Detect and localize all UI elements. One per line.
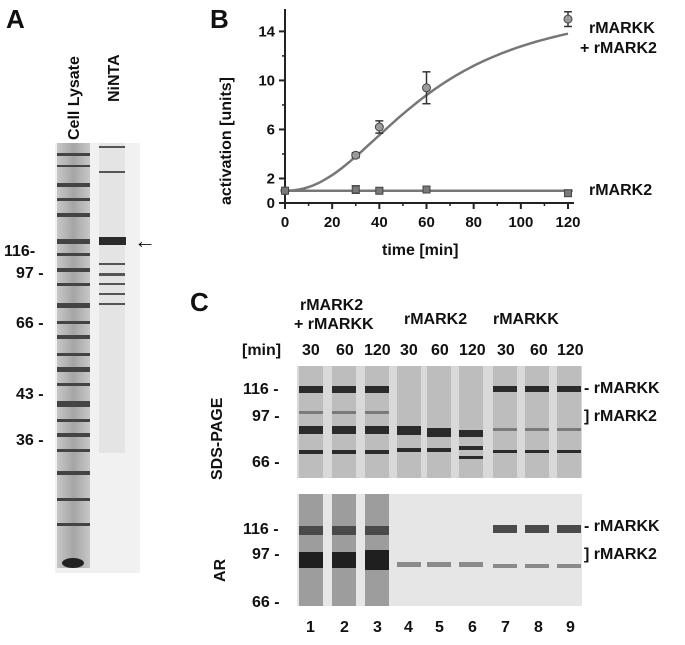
series-label-rmarkk-line2: + rMARK2	[580, 40, 657, 57]
series-label-rmarkk-line1: rMARKK	[589, 20, 655, 37]
y-tick-label: 10	[258, 72, 275, 89]
group-label-3: rMARKK	[493, 311, 559, 328]
band-label-top-rmark2: ] rMARK2	[584, 408, 657, 425]
y-tick-label: 14	[258, 23, 275, 40]
group-label-2: rMARK2	[404, 311, 468, 328]
data-point-rmark2	[281, 186, 289, 195]
chart-ticks: 0 20 40 60 80 100 120 0 2 6 10 14	[258, 23, 580, 231]
series-label-rmark2: rMARK2	[589, 182, 653, 199]
time-label: 120	[557, 342, 584, 359]
data-point-rmarkk-rmark2	[563, 14, 573, 24]
gel-panel-a	[55, 143, 140, 573]
y-tick-label: 0	[267, 195, 275, 212]
lane-label-cell-lysate: Cell Lysate	[66, 56, 83, 140]
activation-chart: 0 20 40 60 80 100 120 0 2 6 10 14	[258, 9, 581, 231]
marker-116: 116-	[4, 243, 36, 260]
min-label: [min]	[242, 342, 282, 359]
time-label: 120	[364, 342, 391, 359]
time-label: 30	[400, 342, 418, 359]
marker-top-97: 97 -	[252, 408, 280, 425]
marker-66: 66 -	[16, 315, 44, 332]
arrow-icon: ←	[134, 228, 156, 253]
chart-axes	[284, 9, 574, 204]
lane-number: 3	[373, 619, 382, 636]
y-axis-label: activation [units]	[218, 76, 235, 205]
band-label-top-rmarkk: - rMARKK	[584, 380, 660, 397]
x-tick-label: 100	[508, 214, 533, 231]
data-point-rmark2	[564, 189, 572, 198]
x-tick-label: 20	[324, 214, 341, 231]
panel-c-letter: C	[190, 287, 209, 317]
marker-top-116: 116 -	[243, 381, 279, 398]
time-label: 30	[497, 342, 515, 359]
sds-page-gel	[297, 366, 582, 478]
time-label: 30	[302, 342, 320, 359]
time-label: 120	[459, 342, 486, 359]
lane-number: 5	[435, 619, 444, 636]
time-label: 60	[336, 342, 354, 359]
chart-series	[280, 11, 573, 198]
lane-label-ninta: NiNTA	[106, 54, 123, 102]
data-point-rmarkk-rmark2	[374, 122, 384, 132]
marker-bottom-66: 66 -	[252, 594, 280, 611]
lane-number: 7	[501, 619, 510, 636]
lane-number: 9	[566, 619, 575, 636]
series-rmarkk-rmark2-line	[284, 32, 569, 192]
marker-36: 36 -	[16, 432, 44, 449]
x-tick-label: 80	[465, 214, 482, 231]
lane-number: 1	[306, 619, 315, 636]
lane-number: 6	[468, 619, 477, 636]
group-label-1-line1: rMARK2	[300, 297, 364, 314]
time-label: 60	[431, 342, 449, 359]
data-point-rmark2	[351, 185, 360, 194]
lane-number: 4	[404, 619, 413, 636]
row-label-sds-page: SDS-PAGE	[209, 397, 226, 480]
x-axis-label: time [min]	[382, 242, 459, 259]
ar-gel	[297, 494, 582, 606]
x-tick-label: 60	[418, 214, 435, 231]
y-tick-label: 6	[267, 121, 275, 138]
x-tick-label: 120	[555, 214, 580, 231]
panel-a-letter: A	[6, 4, 25, 34]
band-label-bottom-rmarkk: - rMARKK	[584, 518, 660, 535]
x-tick-label: 40	[371, 214, 388, 231]
band-label-bottom-rmark2: ] rMARK2	[584, 546, 657, 563]
data-point-rmarkk-rmark2	[351, 150, 361, 160]
marker-43: 43 -	[16, 386, 44, 403]
data-point-rmark2	[422, 185, 431, 194]
marker-top-66: 66 -	[252, 454, 280, 471]
data-point-rmarkk-rmark2	[422, 83, 431, 93]
marker-bottom-116: 116 -	[243, 521, 279, 538]
marker-97: 97 -	[16, 265, 44, 282]
time-label: 60	[530, 342, 548, 359]
lane-number: 2	[340, 619, 349, 636]
group-label-1-line2: + rMARKK	[294, 316, 374, 333]
row-label-ar: AR	[212, 558, 229, 582]
marker-bottom-97: 97 -	[252, 546, 280, 563]
data-point-rmark2	[375, 186, 384, 195]
lane-number: 8	[534, 619, 543, 636]
y-tick-label: 2	[267, 170, 275, 187]
x-tick-label: 0	[281, 214, 289, 231]
panel-b-letter: B	[210, 4, 229, 34]
